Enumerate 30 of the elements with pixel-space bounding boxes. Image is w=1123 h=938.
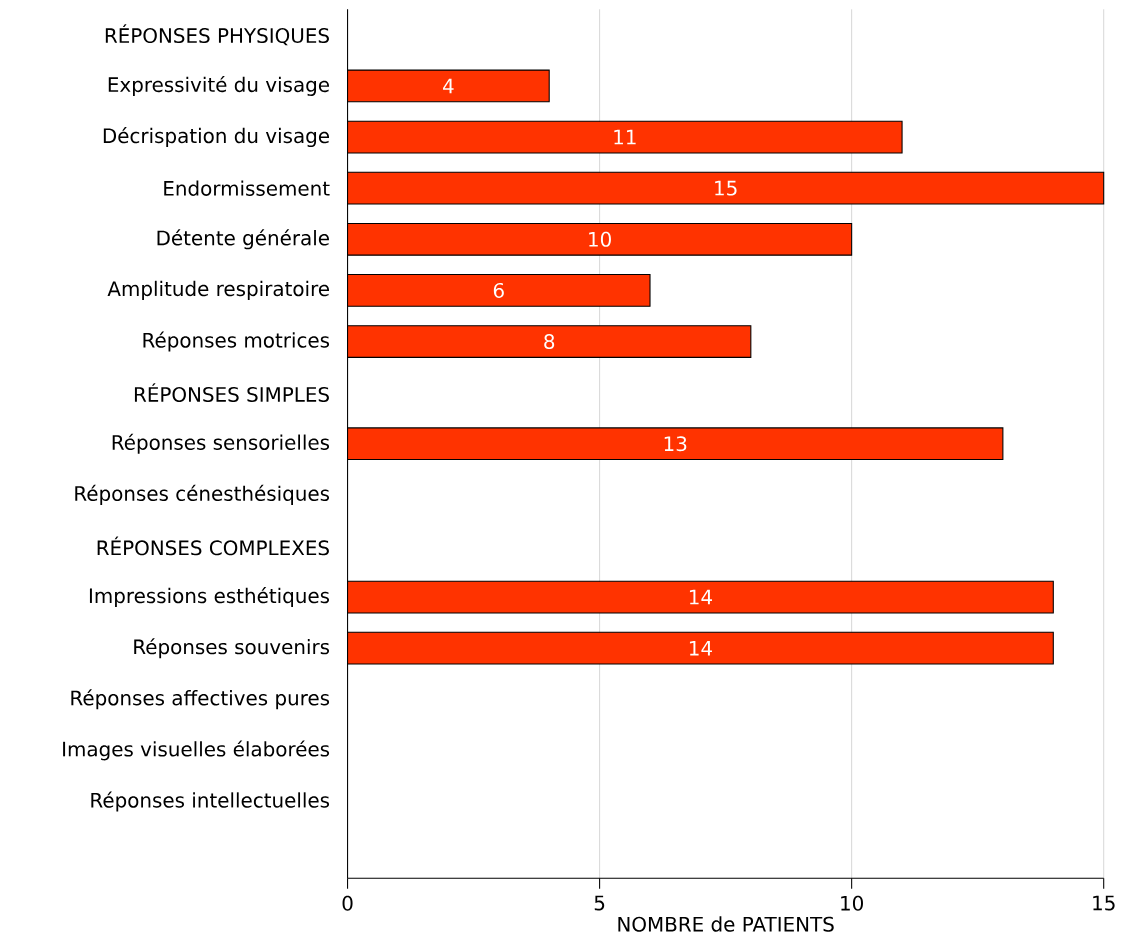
y-tick-label: RÉPONSES PHYSIQUES [105,24,329,46]
data-label: 14 [689,589,712,605]
y-tick-label: RÉPONSES COMPLEXES [97,536,329,556]
y-tick-label: Images visuelles élaborées [63,740,330,761]
data-label: 8 [544,333,555,349]
y-tick-label: Impressions esthétiques [89,586,330,607]
y-tick-label: Décrispation du visage [103,126,330,147]
data-label: 15 [715,180,737,196]
data-label: 11 [614,129,636,145]
data-label: 4 [443,78,454,94]
data-label: 14 [689,640,712,656]
data-label: 6 [493,282,504,298]
x-tick-label: 5 [594,895,605,911]
y-tick-label: Amplitude respiratoire [107,280,329,300]
data-label: 13 [664,436,687,452]
x-tick-label: 15 [1093,895,1115,911]
y-tick-label: RÉPONSES SIMPLES [134,383,329,402]
y-tick-label: Réponses cénesthésiques [75,484,330,505]
x-tick-label: 0 [342,895,353,911]
y-tick-label: Réponses motrices [143,331,330,352]
y-tick-label: Expressivité du visage [108,75,329,96]
x-tick-label: 10 [841,895,863,911]
x-axis-title: NOMBRE de PATIENTS [618,916,834,932]
y-tick-label: Endormissement [164,180,330,196]
y-tick-label: Réponses affectives pures [71,689,330,710]
y-tick-label: Réponses intellectuelles [91,791,330,812]
y-tick-label: Réponses souvenirs [134,637,330,659]
data-label: 10 [589,231,611,247]
y-tick-label: Réponses sensorielles [112,433,330,454]
y-tick-label: Détente générale [157,229,329,250]
